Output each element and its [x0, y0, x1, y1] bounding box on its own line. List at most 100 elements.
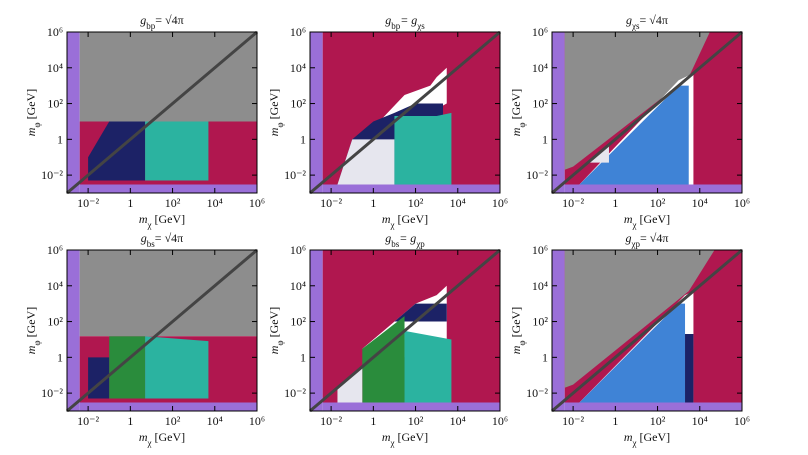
region	[109, 336, 146, 399]
y-axis-label: mφ [GeV]	[509, 89, 527, 137]
x-axis-label-part: m	[382, 212, 391, 226]
plot-frame	[66, 249, 258, 412]
x-axis-label: mχ [GeV]	[624, 212, 670, 230]
y-axis-label-part: [GeV]	[509, 89, 523, 123]
y-axis-label-part: [GeV]	[509, 307, 523, 341]
y-tick-label: 1	[542, 350, 548, 364]
x-tick-label: 10⁻²	[77, 414, 99, 428]
panel-title-subscript: bp	[391, 21, 401, 31]
diagonal-line	[66, 248, 258, 413]
panel-title-subscript: bs	[147, 239, 156, 249]
region	[337, 366, 363, 403]
x-tick-label: 10⁶	[492, 414, 508, 428]
y-tick-label: 10⁶	[532, 25, 548, 39]
x-tick-label: 10²	[165, 196, 181, 210]
x-axis-label-part: m	[139, 430, 148, 444]
y-tick-label: 10⁶	[290, 243, 306, 257]
plot-frame	[309, 249, 501, 412]
y-axis-label-part: [GeV]	[24, 89, 38, 123]
y-tick-label: 10²	[290, 315, 306, 329]
panel-title-part: g	[385, 13, 391, 27]
x-axis-label-subscript: χ	[390, 438, 395, 448]
region	[79, 402, 258, 411]
x-tick-label: 10²	[650, 414, 666, 428]
y-axis-label-subscript: φ	[517, 122, 527, 127]
y-tick-label: 1	[300, 132, 306, 146]
region	[67, 32, 80, 193]
x-axis-label-part: m	[139, 212, 148, 226]
panel-title: gbp= gχs	[385, 13, 425, 31]
x-axis-label-part: m	[624, 430, 633, 444]
y-axis-label-part: [GeV]	[267, 89, 281, 123]
panel-title-part: = g	[399, 231, 416, 245]
region	[564, 402, 742, 411]
x-tick-label: 10⁴	[207, 196, 223, 210]
x-tick-label: 1	[370, 414, 376, 428]
x-tick-label: 10⁻²	[320, 414, 342, 428]
panel-title-part: g	[141, 231, 147, 245]
y-axis-label: mφ [GeV]	[24, 89, 42, 137]
x-tick-label: 10⁶	[249, 196, 265, 210]
region	[145, 121, 209, 181]
panel-title: gχp= √4π	[626, 231, 669, 249]
y-tick-label: 10²	[47, 315, 63, 329]
diagonal-line	[551, 248, 743, 413]
panel-title-part: = √4π	[640, 13, 668, 27]
panel-title-part: = √4π	[155, 231, 183, 245]
y-axis-label: mφ [GeV]	[24, 307, 42, 355]
x-tick-label: 10⁴	[692, 414, 708, 428]
panel-title-subscript: bs	[391, 239, 400, 249]
x-tick-label: 10⁶	[492, 196, 508, 210]
panel-title-part: g	[140, 13, 146, 27]
region	[310, 250, 323, 411]
y-tick-label: 10⁻²	[41, 386, 63, 400]
y-axis-label: mφ [GeV]	[267, 307, 285, 355]
x-tick-label: 10⁴	[450, 414, 466, 428]
x-tick-label: 10⁶	[734, 196, 750, 210]
region	[564, 32, 710, 170]
x-axis-label-subscript: χ	[147, 438, 152, 448]
panel-title: gbs= √4π	[141, 231, 183, 249]
y-tick-label: 1	[57, 350, 63, 364]
x-tick-label: 10⁻²	[562, 414, 584, 428]
region	[322, 402, 500, 411]
panel-title-part: g	[626, 13, 632, 27]
x-axis-label: mχ [GeV]	[139, 430, 185, 448]
panel-title: gbp= √4π	[140, 13, 183, 31]
region	[685, 334, 694, 403]
region	[564, 250, 715, 388]
panel-title-subscript: χp	[631, 239, 641, 249]
y-tick-label: 1	[57, 132, 63, 146]
x-tick-label: 10²	[408, 414, 424, 428]
diagonal-line	[309, 30, 501, 195]
y-tick-label: 10⁴	[532, 279, 548, 293]
y-tick-label: 10²	[290, 97, 306, 111]
y-tick-label: 10⁴	[47, 61, 63, 75]
y-tick-label: 1	[300, 350, 306, 364]
y-tick-label: 10⁻²	[284, 168, 306, 182]
region	[404, 330, 452, 403]
region	[552, 32, 565, 193]
region	[579, 303, 686, 403]
region	[145, 336, 209, 399]
x-tick-label: 10⁴	[450, 196, 466, 210]
panel-title-subscript: χs	[631, 21, 640, 31]
x-axis-label-part: [GeV]	[395, 430, 429, 444]
region	[394, 112, 452, 185]
y-axis-label-part: m	[509, 127, 523, 136]
y-tick-label: 10⁶	[47, 25, 63, 39]
x-axis-label: mχ [GeV]	[382, 430, 428, 448]
panel-title-part: g	[626, 231, 632, 245]
x-tick-label: 1	[127, 414, 133, 428]
y-axis-label-part: m	[509, 345, 523, 354]
diagonal-line	[551, 30, 743, 195]
y-tick-label: 10⁴	[532, 61, 548, 75]
x-tick-label: 10⁶	[734, 414, 750, 428]
y-axis-label-part: [GeV]	[24, 307, 38, 341]
panel-title-part: = √4π	[640, 231, 668, 245]
y-axis-label-part: m	[24, 127, 38, 136]
x-tick-label: 10⁴	[207, 414, 223, 428]
x-axis-label-part: [GeV]	[395, 212, 429, 226]
